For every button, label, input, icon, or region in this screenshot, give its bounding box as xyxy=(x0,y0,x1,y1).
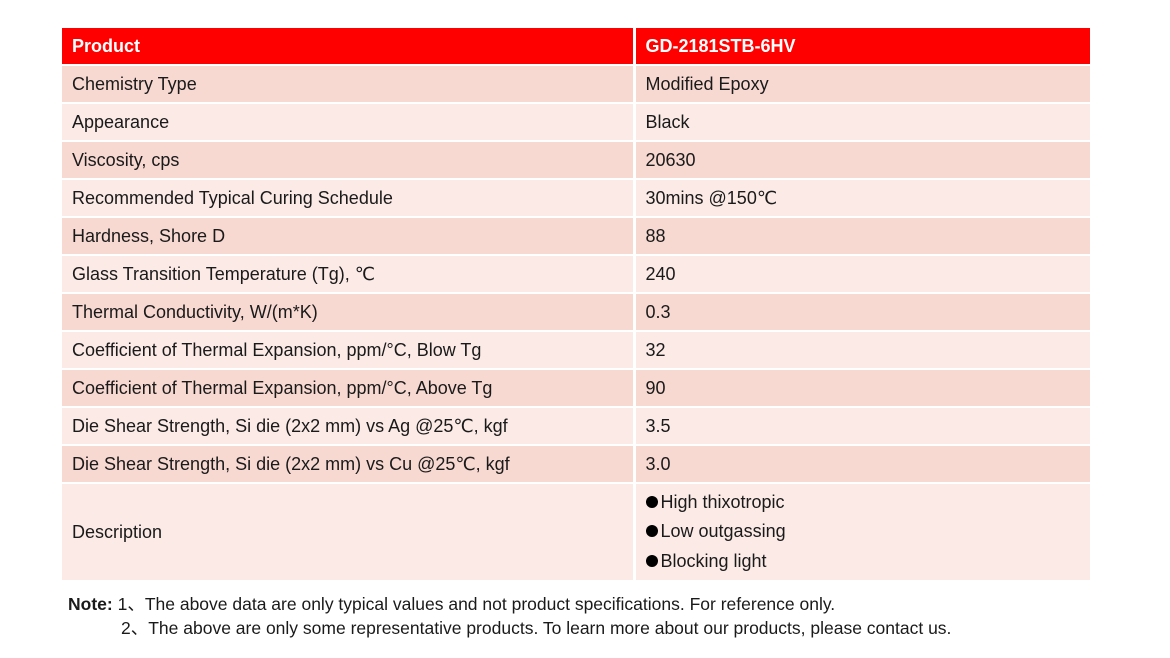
value-cell: Black xyxy=(634,103,1090,142)
description-value: High thixotropic Low outgassing Blocking… xyxy=(634,483,1090,580)
bullet-dot-icon xyxy=(645,495,658,508)
note-label: Note: xyxy=(68,594,113,614)
value-cell: Modified Epoxy xyxy=(634,65,1090,104)
description-row: Description High thixotropic Low outgass… xyxy=(62,483,1090,580)
description-label: Description xyxy=(62,483,636,580)
property-cell: Die Shear Strength, Si die (2x2 mm) vs A… xyxy=(62,407,636,446)
table-row: Die Shear Strength, Si die (2x2 mm) vs A… xyxy=(62,407,1090,446)
table-row: Recommended Typical Curing Schedule 30mi… xyxy=(62,179,1090,218)
property-cell: Die Shear Strength, Si die (2x2 mm) vs C… xyxy=(62,445,636,484)
description-list: High thixotropic Low outgassing Blocking… xyxy=(645,488,1091,577)
value-cell: 0.3 xyxy=(634,293,1090,332)
bullet-dot-icon xyxy=(645,525,658,538)
notes-section: Note: 1、The above data are only typical … xyxy=(68,592,951,640)
table-row: Appearance Black xyxy=(62,103,1090,142)
list-item: High thixotropic xyxy=(645,488,1091,518)
property-cell: Thermal Conductivity, W/(m*K) xyxy=(62,293,636,332)
header-product-name: GD-2181STB-6HV xyxy=(634,28,1090,66)
list-item: Low outgassing xyxy=(645,517,1091,547)
description-item: Blocking light xyxy=(660,550,767,571)
property-cell: Viscosity, cps xyxy=(62,141,636,180)
table-row: Hardness, Shore D 88 xyxy=(62,217,1090,256)
table-row: Coefficient of Thermal Expansion, ppm/°C… xyxy=(62,369,1090,408)
table-row: Viscosity, cps 20630 xyxy=(62,141,1090,180)
header-product-label: Product xyxy=(62,28,636,66)
property-cell: Coefficient of Thermal Expansion, ppm/°C… xyxy=(62,331,636,370)
property-cell: Glass Transition Temperature (Tg), ℃ xyxy=(62,255,636,294)
table-row: Coefficient of Thermal Expansion, ppm/°C… xyxy=(62,331,1090,370)
value-cell: 240 xyxy=(634,255,1090,294)
product-spec-table: Product GD-2181STB-6HV Chemistry Type Mo… xyxy=(62,28,1090,580)
value-cell: 88 xyxy=(634,217,1090,256)
property-cell: Chemistry Type xyxy=(62,65,636,104)
note-line-2: 2、The above are only some representative… xyxy=(68,616,951,640)
table-row: Chemistry Type Modified Epoxy xyxy=(62,65,1090,104)
description-item: Low outgassing xyxy=(660,521,786,542)
value-cell: 90 xyxy=(634,369,1090,408)
property-cell: Recommended Typical Curing Schedule xyxy=(62,179,636,218)
bullet-dot-icon xyxy=(645,554,658,567)
property-cell: Coefficient of Thermal Expansion, ppm/°C… xyxy=(62,369,636,408)
value-cell: 3.5 xyxy=(634,407,1090,446)
property-cell: Hardness, Shore D xyxy=(62,217,636,256)
property-cell: Appearance xyxy=(62,103,636,142)
list-item: Blocking light xyxy=(645,547,1091,577)
note-text-2: 2、The above are only some representative… xyxy=(121,618,952,638)
value-cell: 32 xyxy=(634,331,1090,370)
table-row: Glass Transition Temperature (Tg), ℃ 240 xyxy=(62,255,1090,294)
value-cell: 3.0 xyxy=(634,445,1090,484)
value-cell: 30mins @150℃ xyxy=(634,179,1090,218)
description-item: High thixotropic xyxy=(660,491,785,512)
note-text-1: 1、The above data are only typical values… xyxy=(117,594,836,614)
table-header-row: Product GD-2181STB-6HV xyxy=(62,28,1090,66)
value-cell: 20630 xyxy=(634,141,1090,180)
table-row: Thermal Conductivity, W/(m*K) 0.3 xyxy=(62,293,1090,332)
note-line-1: Note: 1、The above data are only typical … xyxy=(68,592,951,616)
table-row: Die Shear Strength, Si die (2x2 mm) vs C… xyxy=(62,445,1090,484)
